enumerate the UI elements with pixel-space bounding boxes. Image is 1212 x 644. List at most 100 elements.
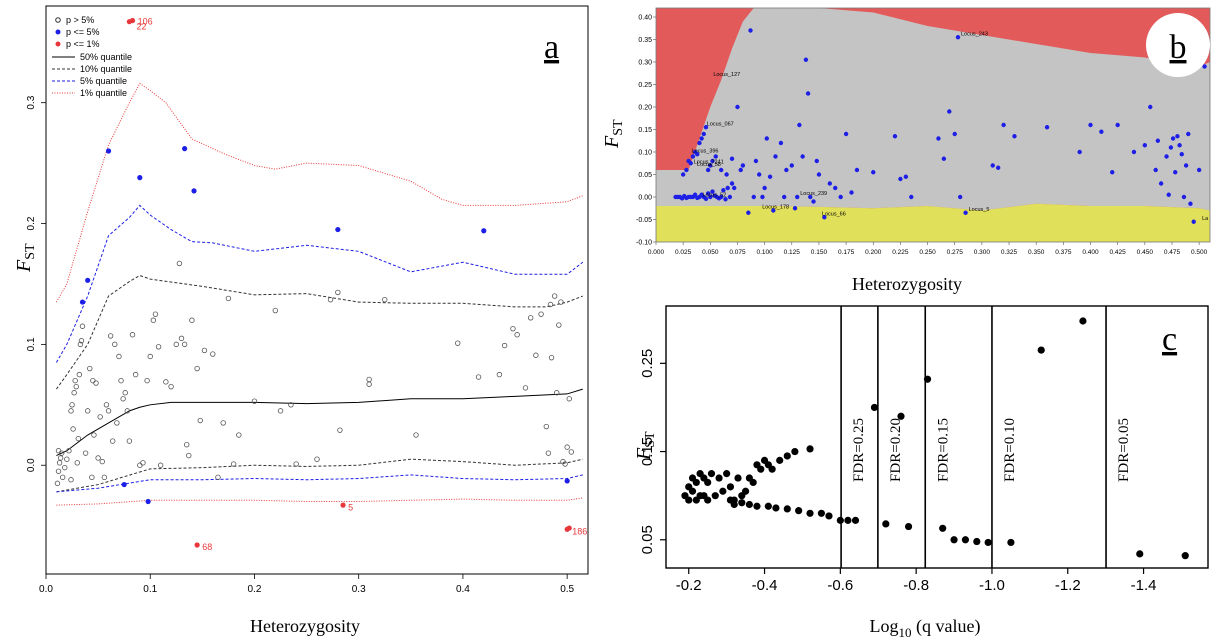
legend-label: 50% quantile (80, 52, 132, 62)
panel-b-letter: b (1170, 29, 1187, 66)
locus-point (1088, 122, 1093, 128)
quantile-line (56, 497, 583, 506)
point-p-gt-5 (220, 420, 226, 426)
point-p-gt-5 (152, 311, 159, 317)
y-tick-label: -0.05 (636, 217, 652, 224)
point-p-gt-5 (288, 402, 294, 408)
locus-point (741, 487, 750, 495)
locus-point (811, 199, 816, 204)
point-p-gt-5 (556, 322, 562, 328)
locus-point (952, 131, 957, 137)
panel-b-points (673, 28, 1207, 224)
locus-point (727, 194, 733, 200)
x-tick-label: 0.1 (143, 584, 157, 595)
locus-point (808, 194, 813, 200)
y-tick-label: 0.20 (638, 105, 652, 112)
point-p-gt-5 (75, 435, 82, 442)
point-p-le-5 (79, 299, 86, 305)
locus-point (1079, 317, 1087, 325)
locus-point (822, 215, 827, 220)
locus-label: Locus_5 (969, 207, 990, 213)
y-tick-label: 0.15 (638, 127, 652, 134)
point-p-le-1 (566, 525, 572, 531)
locus-point (898, 176, 903, 182)
x-tick-label: 0.250 (919, 249, 936, 256)
locus-point (806, 445, 814, 453)
locus-point (685, 496, 693, 504)
point-p-gt-5 (272, 307, 279, 314)
locus-point (692, 192, 698, 197)
point-p-gt-5 (215, 474, 221, 481)
locus-point (703, 125, 709, 130)
x-tick-label: 0.200 (865, 249, 882, 256)
panel-a-axes: 0.0 0.1 0.2 0.3 0.4 0.5 0.0 0.1 0.2 0.3 (26, 95, 575, 595)
locus-point (854, 167, 860, 173)
panel-c: -0.2 -0.4 -0.6 -0.8 -1.0 -1.2 -1.4 0.05 0.15 0.25… (633, 305, 1209, 640)
point-p-gt-5 (68, 477, 74, 483)
locus-point (781, 194, 787, 200)
point-p-gt-5 (68, 408, 74, 414)
legend-label: p <= 5% (66, 27, 100, 37)
y-tick-label: 0.1 (26, 337, 37, 351)
y-tick-label: 0.00 (638, 195, 652, 202)
locus-point (892, 134, 898, 139)
x-tick-label: -0.6 (827, 577, 853, 594)
x-tick-label: 0.175 (838, 249, 855, 256)
locus-point (718, 194, 724, 200)
locus-point (732, 185, 737, 191)
fdr-label: FDR=0.25 (851, 418, 867, 482)
panel-c-axes: -0.2 -0.4 -0.6 -0.8 -1.0 -1.2 -1.4 0.05 0.15 0.25 (639, 305, 1209, 594)
y-tick-label: 0.05 (639, 525, 656, 554)
locus-label: Locus_127 (713, 72, 740, 78)
locus-point (711, 492, 719, 500)
y-tick-label: 0.10 (638, 150, 652, 157)
y-tick-label: 0.30 (638, 60, 652, 67)
point-p-gt-5 (93, 380, 99, 386)
point-p-le-5 (145, 498, 151, 505)
locus-point (1175, 134, 1180, 139)
locus-point (746, 210, 751, 215)
locus-point (776, 456, 784, 464)
x-tick-label: 0.2 (248, 584, 262, 595)
point-p-gt-5 (110, 438, 116, 444)
locus-point (897, 412, 905, 420)
point-p-gt-5 (126, 438, 133, 444)
locus-point (941, 156, 947, 161)
locus-point (789, 163, 794, 168)
y-tick-label: 0.3 (26, 95, 37, 109)
x-tick-label: 0.3 (352, 584, 366, 595)
locus-point (718, 167, 724, 173)
quantile-line (56, 388, 583, 457)
locus-point (947, 109, 952, 114)
point-p-gt-5 (91, 432, 97, 438)
locus-point (705, 191, 711, 196)
point-p-gt-5 (548, 354, 555, 361)
point-p-le-5 (182, 146, 188, 152)
locus-point (757, 465, 765, 473)
locus-label: Locus_66 (822, 211, 846, 217)
locus-point (844, 516, 852, 524)
panel-a-ylabel-sub: ST (23, 243, 38, 260)
point-p-gt-5 (122, 390, 128, 396)
panel-c-letter: c (1162, 321, 1177, 358)
locus-point (704, 478, 712, 487)
locus-point (701, 131, 706, 137)
quantile-line (56, 474, 583, 493)
locus-point (730, 500, 738, 509)
fdr-label: FDR=0.15 (935, 418, 951, 482)
locus-point (1007, 538, 1015, 547)
locus-point (783, 505, 791, 513)
locus-point (833, 185, 838, 191)
point-p-gt-5 (124, 408, 130, 414)
x-tick-label: 0.450 (1137, 249, 1154, 256)
point-p-gt-5 (66, 448, 72, 454)
panel-a-ylabel: FST (13, 243, 38, 273)
point-p-gt-5 (69, 402, 75, 408)
locus-point (909, 194, 914, 200)
point-label: 5 (348, 502, 353, 512)
locus-point (708, 163, 713, 168)
locus-point (723, 470, 731, 478)
point-label: 186 (572, 526, 587, 536)
legend-label: p <= 1% (66, 39, 100, 49)
